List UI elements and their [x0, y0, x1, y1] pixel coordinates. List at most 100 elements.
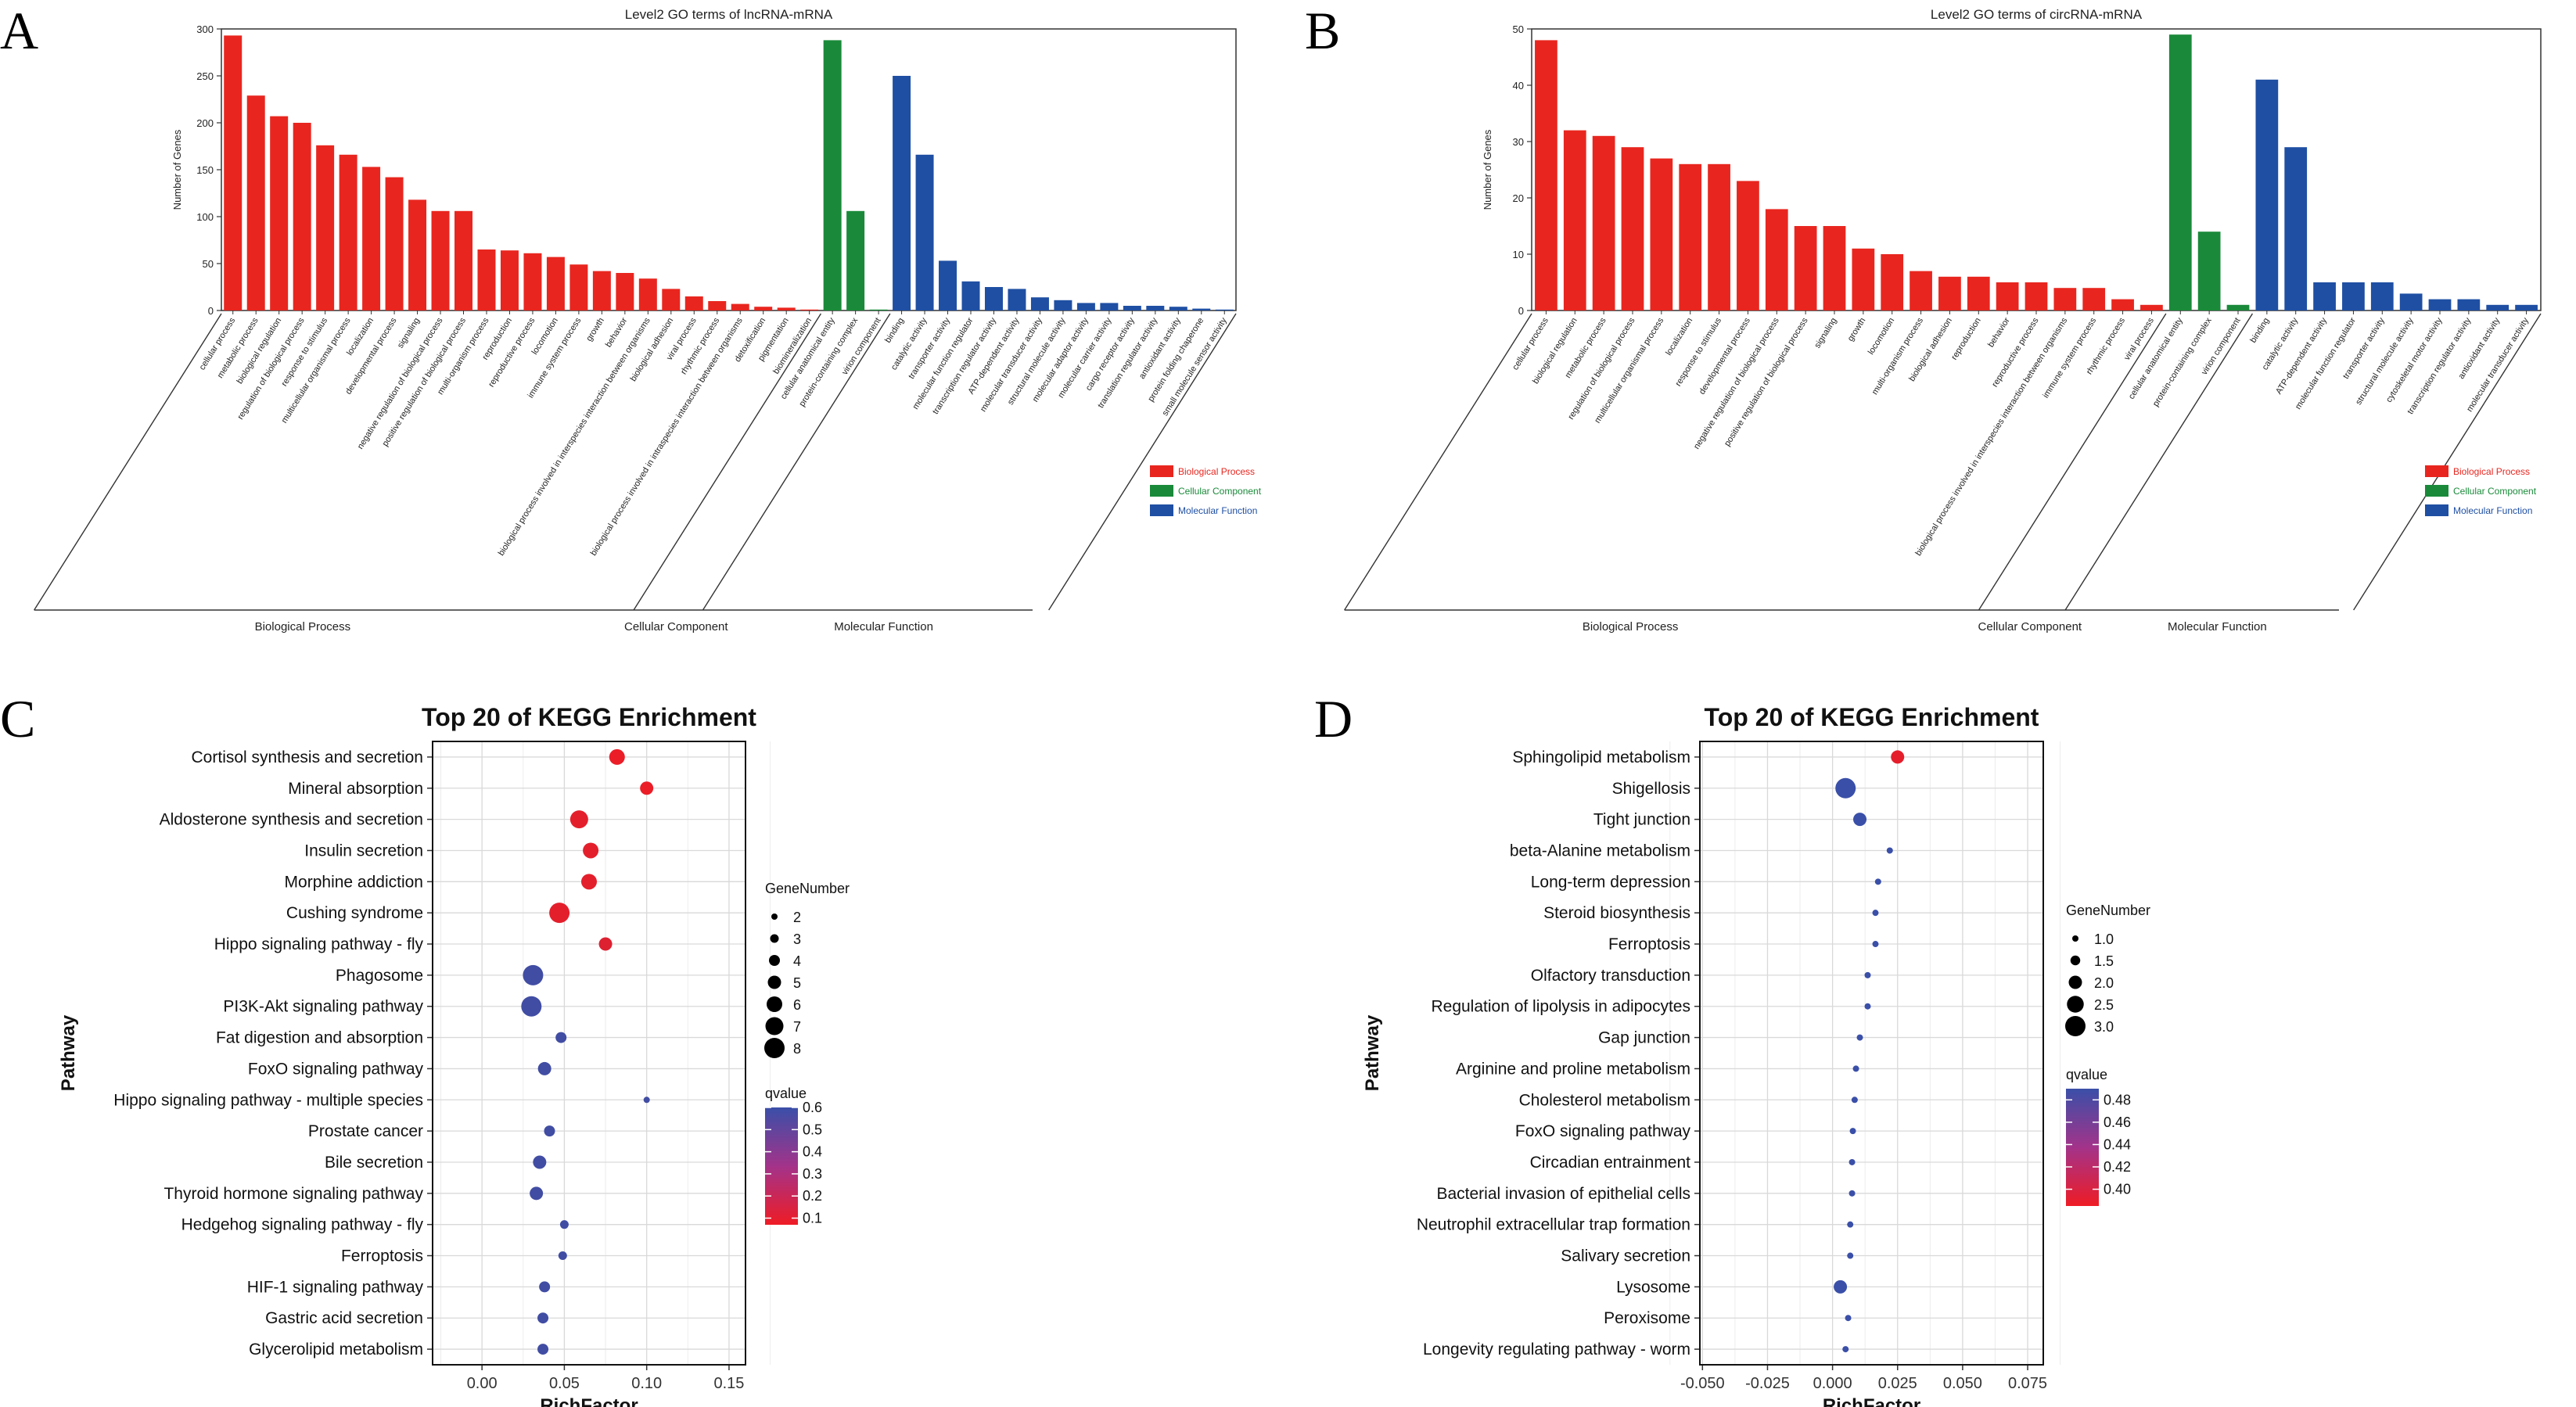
bar: [316, 145, 335, 310]
pathway-label: Hedgehog signaling pathway - fly: [181, 1216, 424, 1234]
colorbar: [2066, 1089, 2099, 1206]
chart-title: Top 20 of KEGG Enrichment: [422, 703, 756, 731]
pathway-label: PI3K-Akt signaling pathway: [223, 998, 423, 1016]
pathway-label: Mineral absorption: [288, 780, 423, 798]
y-tick-label: 30: [1513, 136, 1524, 148]
group-bracket: [34, 313, 222, 611]
size-legend-dot: [770, 934, 779, 943]
y-tick-label: 250: [196, 70, 214, 82]
colorbar-tick-label: 0.44: [2104, 1136, 2131, 1152]
go-bar-chart-b: Level2 GO terms of circRNA-mRNA 0 10 20 30 40…: [1344, 7, 2542, 634]
legend-swatch: [2425, 485, 2448, 497]
size-legend-label: 2.0: [2094, 975, 2114, 991]
bar: [846, 210, 865, 310]
legend-label: Molecular Function: [2453, 505, 2532, 516]
x-tick-label: locomotion: [1866, 316, 1896, 356]
size-legend-dot: [767, 996, 782, 1012]
x-tick-label: binding: [2248, 316, 2271, 344]
size-legend-dot: [2065, 1016, 2086, 1036]
size-legend-label: 3: [793, 931, 801, 947]
data-point: [598, 937, 613, 951]
x-tick-label: -0.025: [1745, 1375, 1790, 1392]
bar: [1076, 303, 1095, 310]
colorbar-tick-label: 0.1: [803, 1211, 822, 1226]
bar: [1794, 226, 1817, 310]
data-point: [583, 842, 599, 859]
pathway-label: Neutrophil extracellular trap formation: [1417, 1216, 1690, 1234]
y-tick-label: 0: [1518, 305, 1524, 317]
bar: [731, 303, 749, 310]
x-tick-label: 0.000: [1813, 1375, 1852, 1392]
y-tick-label: 50: [1513, 23, 1524, 35]
colorbar-tick-label: 0.48: [2104, 1092, 2131, 1107]
pathway-label: beta-Alanine metabolism: [1510, 842, 1690, 860]
pathway-label: Glycerolipid metabolism: [249, 1341, 423, 1359]
bar: [1535, 40, 1557, 311]
chart-title: Level2 GO terms of circRNA-mRNA: [1931, 7, 2143, 22]
size-legend-dot: [771, 913, 778, 920]
bar: [1592, 135, 1615, 310]
data-point: [569, 810, 588, 829]
data-point: [1864, 971, 1871, 978]
bar: [431, 210, 450, 310]
bar: [2399, 293, 2423, 310]
x-tick-label: binding: [883, 316, 906, 344]
pathway-label: Circadian entrainment: [1530, 1154, 1691, 1172]
colorbar-tick-label: 0.4: [803, 1144, 822, 1160]
x-tick-label: negative regulation of biological proces…: [356, 316, 445, 451]
bar: [500, 250, 519, 310]
color-legend-title: qvalue: [765, 1086, 807, 1101]
x-tick-label: behavior: [1986, 316, 2012, 349]
bar: [1054, 300, 1072, 310]
data-point: [1853, 813, 1867, 827]
x-tick-label: 0.05: [549, 1375, 580, 1392]
bar: [2140, 304, 2163, 310]
data-point: [1842, 1346, 1849, 1353]
x-axis-label: RichFactor: [540, 1395, 638, 1407]
size-legend-label: 3.0: [2094, 1019, 2114, 1035]
x-tick-label: 0.00: [467, 1375, 498, 1392]
size-legend-label: 1.5: [2094, 953, 2114, 969]
data-point: [1864, 1003, 1871, 1010]
bar: [1881, 254, 1904, 310]
data-point: [537, 1061, 551, 1075]
bar: [270, 116, 289, 310]
data-point: [523, 964, 544, 985]
bar: [546, 257, 565, 310]
data-point: [1847, 1221, 1854, 1228]
x-tick-label: growth: [584, 316, 606, 343]
x-tick-label: signaling: [396, 316, 422, 350]
colorbar-tick-label: 0.2: [803, 1188, 822, 1204]
data-point: [544, 1125, 555, 1137]
bar: [2111, 299, 2134, 310]
size-legend-label: 6: [793, 997, 801, 1013]
panel-letter-a: A: [0, 1, 38, 60]
bar: [477, 249, 496, 310]
legend-swatch: [2425, 465, 2448, 477]
size-legend-dot: [2068, 975, 2082, 989]
size-legend-label: 2: [793, 910, 801, 925]
legend-label: Biological Process: [1178, 466, 1255, 477]
group-label: Biological Process: [255, 620, 351, 634]
bar: [385, 177, 404, 310]
panel-letter-b: B: [1305, 1, 1340, 60]
size-legend-title: GeneNumber: [2066, 903, 2150, 918]
bar: [2486, 304, 2510, 310]
group-bracket: [1048, 313, 1237, 611]
x-tick-label: cytoskeletal motor activity: [2384, 316, 2445, 404]
bar: [684, 296, 703, 310]
bar: [823, 40, 842, 311]
y-tick-label: 100: [196, 211, 214, 223]
pathway-label: Thyroid hormone signaling pathway: [163, 1185, 423, 1203]
x-tick-label: growth: [1846, 316, 1868, 343]
data-point: [533, 1155, 547, 1169]
bar: [2515, 304, 2538, 310]
y-tick-label: 0: [208, 305, 214, 317]
bar: [1030, 297, 1049, 310]
kegg-dot-plot-d: Top 20 of KEGG Enrichment -0.050 -0.025 0.0…: [1362, 703, 2150, 1407]
bar: [2342, 282, 2365, 310]
x-tick-label: 0.15: [713, 1375, 744, 1392]
bar: [939, 260, 957, 310]
size-legend-label: 8: [793, 1041, 801, 1057]
data-point: [581, 874, 597, 890]
